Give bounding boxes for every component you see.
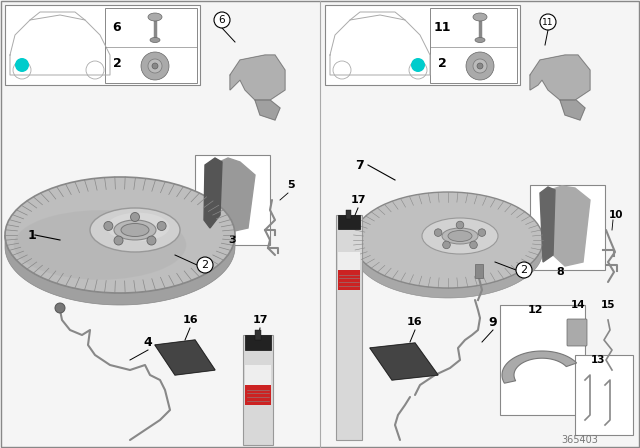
Text: 13: 13 — [591, 355, 605, 365]
Circle shape — [114, 236, 123, 245]
Text: 17: 17 — [252, 315, 268, 325]
Polygon shape — [155, 340, 215, 375]
Text: 12: 12 — [527, 305, 543, 315]
Polygon shape — [370, 343, 438, 380]
Circle shape — [435, 229, 442, 237]
Text: 17: 17 — [350, 195, 365, 205]
Bar — [255, 330, 261, 340]
Bar — [475, 264, 483, 278]
Polygon shape — [530, 55, 590, 100]
Circle shape — [104, 221, 113, 230]
Circle shape — [131, 212, 140, 221]
Text: 4: 4 — [143, 336, 152, 349]
Circle shape — [157, 221, 166, 230]
Circle shape — [147, 236, 156, 245]
Bar — [346, 210, 351, 219]
Bar — [325, 5, 520, 85]
Bar — [530, 185, 605, 270]
FancyBboxPatch shape — [567, 319, 587, 346]
Text: 5: 5 — [287, 180, 294, 190]
Text: 8: 8 — [556, 267, 564, 277]
Text: 365403: 365403 — [561, 435, 598, 445]
Text: 2: 2 — [438, 56, 446, 69]
Ellipse shape — [114, 220, 156, 240]
Circle shape — [148, 59, 162, 73]
Circle shape — [456, 221, 464, 229]
Text: 6: 6 — [113, 21, 122, 34]
Bar — [338, 252, 360, 270]
Polygon shape — [550, 186, 590, 266]
Circle shape — [411, 58, 425, 72]
Polygon shape — [217, 158, 255, 232]
Text: 1: 1 — [28, 228, 36, 241]
Ellipse shape — [106, 213, 170, 241]
Text: 7: 7 — [356, 159, 364, 172]
Text: 11: 11 — [542, 17, 554, 26]
Bar — [245, 375, 271, 405]
Polygon shape — [204, 158, 222, 228]
Text: 14: 14 — [571, 300, 586, 310]
Polygon shape — [230, 55, 285, 100]
Polygon shape — [560, 100, 585, 120]
Ellipse shape — [121, 224, 149, 237]
Polygon shape — [5, 235, 235, 305]
Ellipse shape — [13, 210, 186, 280]
Circle shape — [477, 63, 483, 69]
Circle shape — [197, 257, 213, 273]
Polygon shape — [502, 351, 577, 383]
Ellipse shape — [473, 13, 487, 21]
Circle shape — [516, 262, 532, 278]
Ellipse shape — [448, 231, 472, 241]
Bar — [575, 355, 633, 435]
Circle shape — [15, 58, 29, 72]
Bar — [338, 215, 360, 229]
Ellipse shape — [150, 38, 160, 43]
Ellipse shape — [422, 218, 498, 254]
Circle shape — [473, 59, 487, 73]
Bar — [430, 8, 517, 83]
Polygon shape — [255, 100, 280, 120]
Text: 2: 2 — [202, 260, 209, 270]
Bar — [5, 5, 200, 85]
Ellipse shape — [148, 13, 162, 21]
Text: 2: 2 — [520, 265, 527, 275]
Circle shape — [466, 52, 494, 80]
Text: 10: 10 — [609, 210, 623, 220]
Bar — [195, 155, 270, 245]
Ellipse shape — [353, 192, 543, 288]
Bar — [245, 335, 271, 350]
Circle shape — [152, 63, 158, 69]
Circle shape — [540, 14, 556, 30]
Bar — [338, 262, 360, 290]
Polygon shape — [353, 240, 543, 298]
Polygon shape — [540, 187, 555, 262]
Bar — [500, 305, 585, 415]
Ellipse shape — [90, 208, 180, 252]
Text: 2: 2 — [113, 56, 122, 69]
Circle shape — [478, 229, 486, 237]
Text: 9: 9 — [489, 315, 497, 328]
Circle shape — [214, 12, 230, 28]
Text: 16: 16 — [182, 315, 198, 325]
Circle shape — [443, 241, 451, 249]
Text: 11: 11 — [433, 21, 451, 34]
Circle shape — [141, 52, 169, 80]
Bar — [336, 215, 362, 440]
Ellipse shape — [475, 38, 485, 43]
Text: 16: 16 — [407, 317, 423, 327]
Text: 6: 6 — [219, 15, 225, 25]
Text: 3: 3 — [228, 235, 236, 245]
Ellipse shape — [5, 177, 235, 293]
Bar — [243, 335, 273, 445]
Circle shape — [470, 241, 477, 249]
Text: 15: 15 — [601, 300, 615, 310]
Ellipse shape — [442, 228, 478, 244]
Bar — [245, 365, 271, 385]
Circle shape — [55, 303, 65, 313]
Bar — [105, 8, 197, 83]
